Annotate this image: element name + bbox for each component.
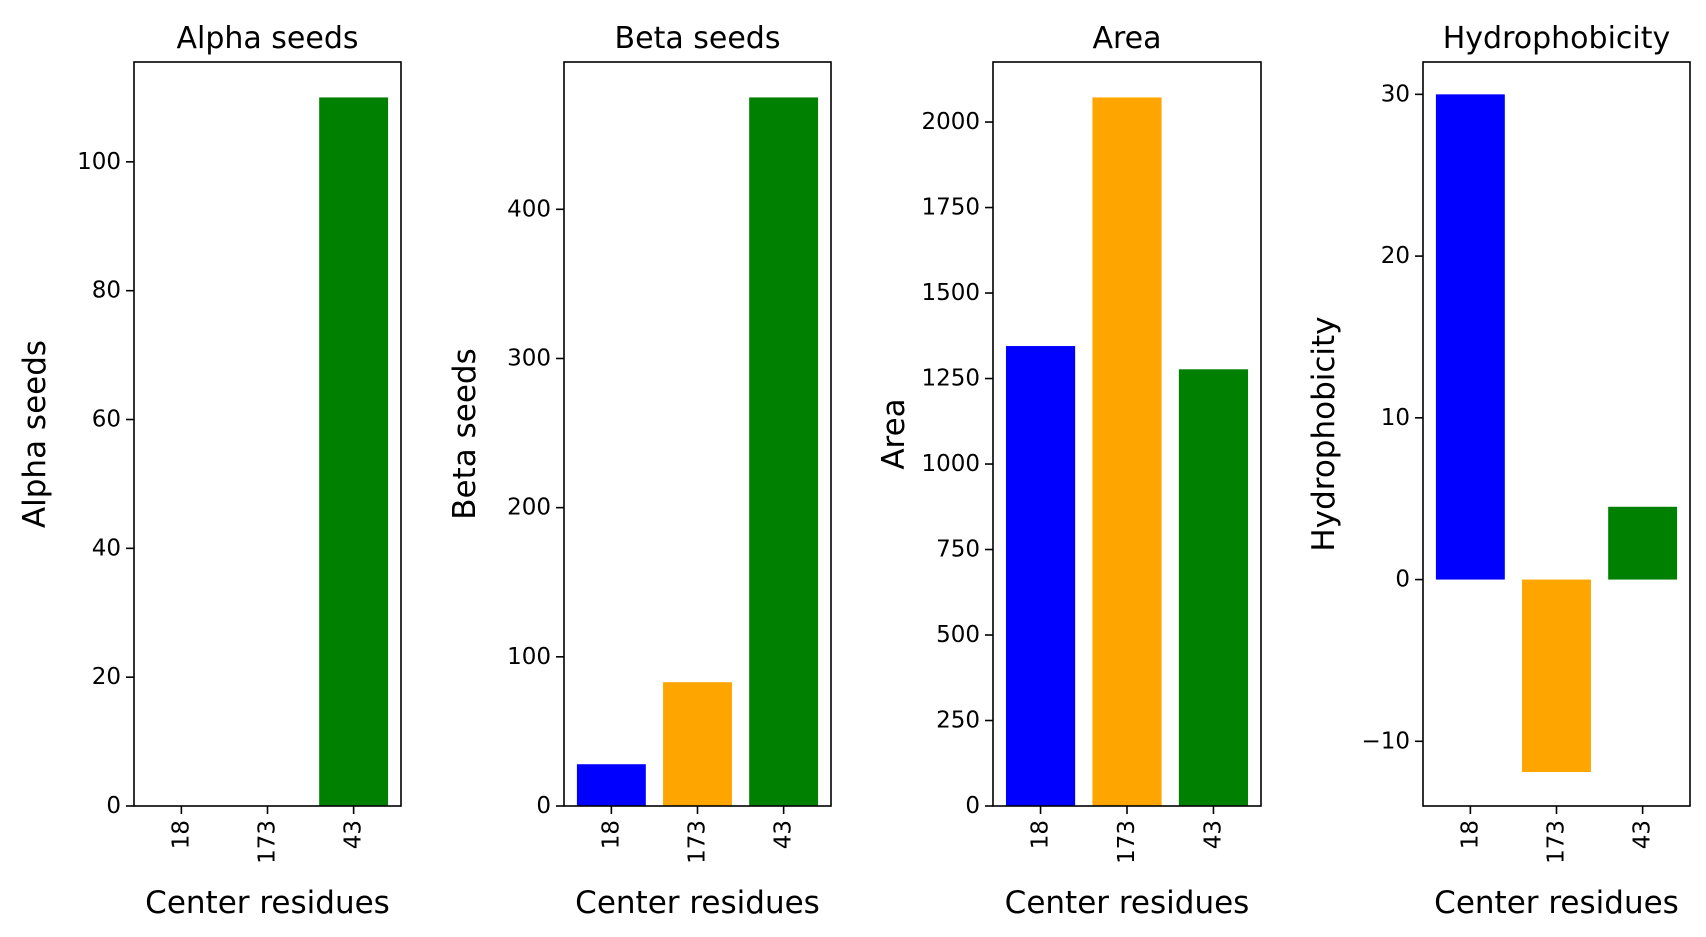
x-axis-label: Center residues [145, 885, 390, 921]
chart-panel-2: 0 100 200 300 400 18 173 43 Beta seeds Center res… [447, 21, 832, 921]
y-tick-label: 20 [1381, 243, 1410, 269]
bar-43 [1608, 506, 1678, 580]
x-tick-label: 18 [1457, 820, 1483, 849]
bar-173 [663, 682, 732, 806]
y-axis-label: Hydrophobicity [1306, 316, 1342, 551]
bar-173 [1092, 97, 1162, 807]
x-tick-label: 173 [1544, 820, 1570, 864]
y-tick-label: 20 [92, 664, 121, 690]
bar-18 [1005, 346, 1076, 806]
bar-43 [1178, 369, 1249, 806]
y-tick-label: 100 [507, 644, 551, 670]
x-tick-label: 43 [1200, 820, 1226, 849]
y-tick-label: 1500 [921, 280, 980, 306]
x-tick-label: 18 [598, 820, 624, 849]
x-tick-label: 18 [168, 820, 194, 849]
y-tick-label: 2000 [921, 109, 980, 135]
x-axis-label: Center residues [1005, 885, 1250, 921]
y-tick-label: 30 [1381, 81, 1410, 107]
bar-18 [576, 764, 646, 806]
y-tick-label: 500 [936, 622, 980, 648]
chart-title: Hydrophobicity [1443, 21, 1671, 56]
x-tick-label: 173 [685, 820, 711, 864]
bar-43 [749, 97, 819, 807]
y-tick-label: 1250 [921, 366, 980, 392]
bar-173 [1522, 579, 1591, 773]
chart-panel-3: 0 250 500 750 1000 1250 1500 1750 2000 18 173 43 Are… [876, 21, 1262, 921]
y-tick-label: −10 [1361, 728, 1410, 754]
y-tick-label: 40 [92, 535, 121, 561]
chart-panel-1: 0 20 40 60 80 100 18 173 43 Alpha seeds Center res… [17, 21, 402, 921]
y-tick-label: 10 [1381, 405, 1410, 431]
chart-title: Beta seeds [615, 21, 781, 56]
chart-panel-4: −10 0 10 20 30 18 173 43 Hydrophobicity Center re… [1306, 21, 1691, 921]
chart-title: Area [1092, 21, 1161, 56]
y-tick-label: 1000 [921, 451, 980, 477]
x-tick-label: 173 [255, 820, 281, 864]
x-tick-label: 18 [1028, 820, 1054, 849]
y-axis-label: Beta seeds [447, 348, 483, 519]
y-axis-label: Alpha seeds [17, 340, 53, 528]
x-tick-label: 43 [1630, 820, 1656, 849]
y-tick-label: 60 [92, 407, 121, 433]
y-tick-label: 0 [106, 793, 121, 819]
bar-43 [319, 97, 389, 807]
y-tick-label: 0 [965, 793, 980, 819]
y-tick-label: 250 [936, 708, 980, 734]
y-tick-label: 200 [507, 495, 551, 521]
x-axis-label: Center residues [1434, 885, 1679, 921]
y-tick-label: 1750 [921, 195, 980, 221]
bar-18 [1435, 94, 1505, 580]
y-tick-label: 0 [536, 793, 551, 819]
x-tick-label: 43 [771, 820, 797, 849]
chart-title: Alpha seeds [176, 21, 358, 56]
y-tick-label: 80 [92, 278, 121, 304]
y-axis-label: Area [876, 398, 912, 469]
y-tick-label: 750 [936, 537, 980, 563]
y-tick-label: 0 [1395, 567, 1410, 593]
x-tick-label: 173 [1114, 820, 1140, 864]
x-axis-label: Center residues [575, 885, 820, 921]
x-tick-label: 43 [341, 820, 367, 849]
y-tick-label: 100 [77, 149, 121, 175]
y-tick-label: 400 [507, 196, 551, 222]
y-tick-label: 300 [507, 345, 551, 371]
